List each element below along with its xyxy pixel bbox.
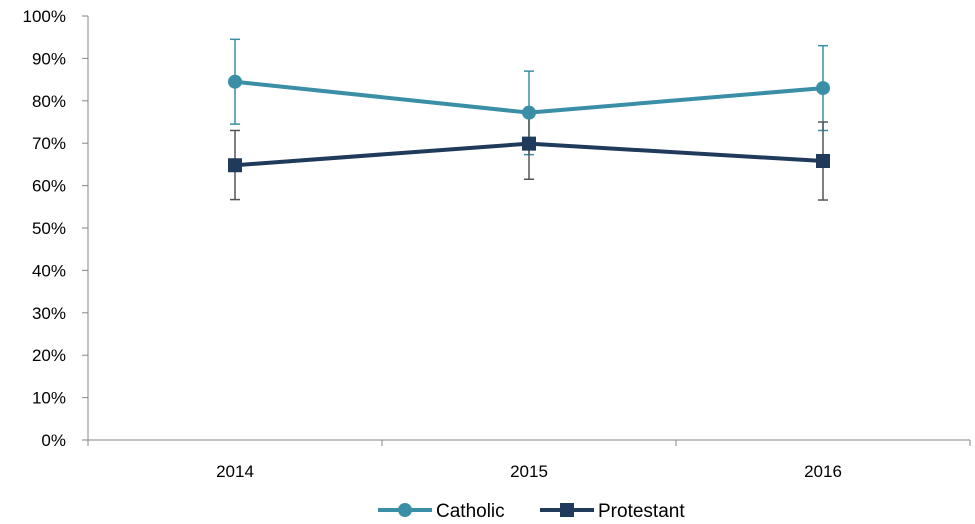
legend-label-catholic: Catholic	[436, 501, 505, 522]
x-tick-label: 2015	[510, 462, 548, 481]
legend-label-protestant: Protestant	[598, 501, 685, 522]
catholic-point	[522, 105, 536, 120]
y-tick-label: 10%	[32, 389, 66, 408]
y-tick-label: 100%	[23, 7, 66, 26]
legend-item-catholic: Catholic	[378, 501, 505, 522]
y-axis-ticks: 0% 10% 20% 30% 40% 50% 60% 70% 80% 90% 100%	[23, 7, 88, 450]
y-tick-label: 20%	[32, 346, 66, 365]
y-tick-label: 50%	[32, 219, 66, 238]
legend-item-protestant: Protestant	[540, 501, 685, 522]
catholic-point	[228, 74, 242, 89]
legend-marker-protestant	[560, 503, 574, 517]
x-tick-label: 2016	[804, 462, 842, 481]
protestant-point	[228, 158, 242, 173]
x-tick-label: 2014	[216, 462, 254, 481]
y-tick-label: 70%	[32, 134, 66, 153]
y-tick-label: 80%	[32, 92, 66, 111]
series-lines	[228, 74, 830, 173]
legend: Catholic Protestant	[378, 501, 685, 522]
y-tick-label: 90%	[32, 49, 66, 68]
legend-marker-catholic	[398, 503, 412, 517]
protestant-point	[816, 154, 830, 169]
protestant-point	[522, 136, 536, 151]
y-tick-label: 0%	[41, 431, 66, 450]
y-tick-label: 60%	[32, 177, 66, 196]
x-axis-ticks: 2014 2015 2016	[87, 440, 971, 481]
y-tick-label: 40%	[32, 261, 66, 280]
y-tick-label: 30%	[32, 304, 66, 323]
catholic-point	[816, 81, 830, 96]
